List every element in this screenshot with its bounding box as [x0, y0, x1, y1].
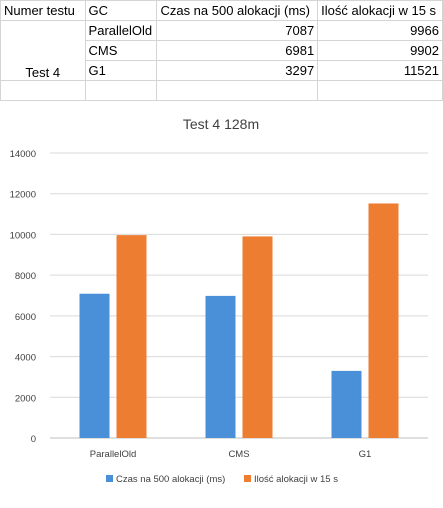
- bar-time-parallelold[interactable]: [79, 293, 110, 438]
- header-cell[interactable]: Numer testu: [0, 0, 86, 21]
- legend-label: Ilość alokacji w 15 s: [254, 474, 338, 485]
- x-tick-label: CMS: [228, 449, 249, 460]
- y-tick-label: 0: [31, 434, 36, 445]
- y-tick-label: 2000: [15, 393, 36, 404]
- header-cell[interactable]: Ilość alokacji w 15 s: [317, 0, 443, 21]
- empty-cell[interactable]: [0, 80, 86, 101]
- legend-swatch: [106, 475, 113, 482]
- table-header-row: Numer testu GC Czas na 500 alokacji (ms)…: [0, 0, 443, 21]
- bar-time-g1[interactable]: [331, 370, 362, 438]
- empty-row: [0, 80, 443, 101]
- bar-count-g1[interactable]: [368, 203, 399, 438]
- test-name-cell[interactable]: Test 4: [0, 20, 86, 81]
- header-cell[interactable]: GC: [84, 0, 158, 21]
- y-tick-label: 10000: [10, 230, 36, 241]
- table-row: Test 4 ParallelOld 7087 9966: [0, 20, 443, 81]
- y-tick-label: 4000: [15, 353, 36, 364]
- header-cell[interactable]: Czas na 500 alokacji (ms): [156, 0, 319, 21]
- gc-cell[interactable]: CMS: [84, 40, 158, 61]
- data-table: Numer testu GC Czas na 500 alokacji (ms)…: [0, 0, 443, 101]
- legend-swatch: [244, 475, 251, 482]
- time-cell[interactable]: 3297: [156, 60, 319, 81]
- x-tick-label: G1: [359, 449, 372, 460]
- y-tick-label: 8000: [15, 271, 36, 282]
- count-cell[interactable]: 9902: [317, 40, 443, 61]
- time-cell[interactable]: 6981: [156, 40, 319, 61]
- bar-time-cms[interactable]: [205, 295, 236, 438]
- gc-cell[interactable]: ParallelOld: [84, 20, 158, 41]
- y-tick-label: 6000: [15, 312, 36, 323]
- legend-label: Czas na 500 alokacji (ms): [116, 474, 225, 485]
- bar-count-cms[interactable]: [242, 236, 273, 438]
- bar-count-parallelold[interactable]: [116, 235, 147, 438]
- count-cell[interactable]: 11521: [317, 60, 443, 81]
- bar-chart: Test 4 128m 0 2000 4000 6000 8000 10000 12000 1…: [10, 116, 428, 485]
- empty-cell[interactable]: [156, 80, 319, 101]
- table-row: G1 3297 11521: [1, 60, 443, 81]
- chart-container[interactable]: Test 4 128m 0 2000 4000 6000 8000 10000 12000 1…: [0, 101, 443, 503]
- empty-cell[interactable]: [84, 80, 158, 101]
- gc-cell[interactable]: G1: [84, 60, 158, 81]
- y-tick-label: 14000: [10, 149, 36, 160]
- chart-title: Test 4 128m: [183, 116, 259, 132]
- time-cell[interactable]: 7087: [156, 20, 319, 41]
- count-cell[interactable]: 9966: [317, 20, 443, 41]
- empty-cell[interactable]: [317, 80, 443, 101]
- x-tick-label: ParallelOld: [90, 449, 136, 460]
- y-tick-label: 12000: [10, 190, 36, 201]
